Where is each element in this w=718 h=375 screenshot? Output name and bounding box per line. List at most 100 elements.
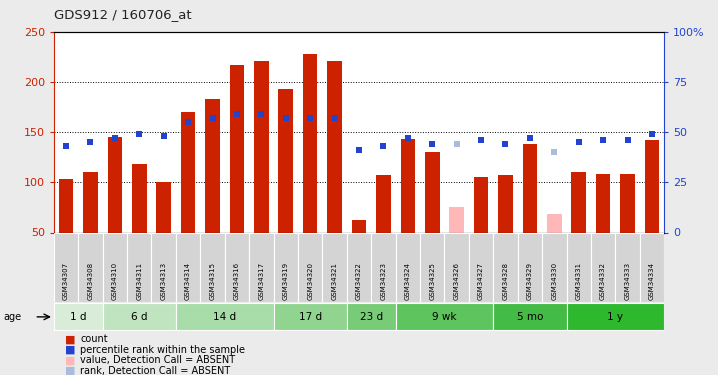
Bar [103,232,127,302]
Bar [254,61,269,232]
Bar [518,232,542,302]
Text: GSM34327: GSM34327 [478,262,484,300]
Text: GSM34331: GSM34331 [576,262,582,300]
Text: 9 wk: 9 wk [432,312,457,322]
Bar [567,303,664,330]
Bar [322,232,347,302]
Bar [371,232,396,302]
Text: GSM34314: GSM34314 [185,262,191,300]
Text: GSM34323: GSM34323 [381,262,386,300]
Bar [181,112,195,232]
Bar [176,232,200,302]
Bar [298,232,322,302]
Text: GSM34311: GSM34311 [136,262,142,300]
Bar [103,303,176,330]
Bar [376,176,391,232]
Text: GDS912 / 160706_at: GDS912 / 160706_at [54,8,192,21]
Text: ■: ■ [65,334,75,344]
Bar [327,61,342,232]
Text: GSM34328: GSM34328 [503,262,508,300]
Bar [615,232,640,302]
Bar [132,164,146,232]
Text: 1 y: 1 y [607,312,623,322]
Text: GSM34322: GSM34322 [356,262,362,300]
Text: count: count [80,334,108,344]
Text: value, Detection Call = ABSENT: value, Detection Call = ABSENT [80,356,236,365]
Bar [401,139,415,232]
Bar [200,232,225,302]
Text: 23 d: 23 d [360,312,383,322]
Text: GSM34326: GSM34326 [454,262,460,300]
Bar [420,232,444,302]
Bar [469,232,493,302]
Bar [396,303,493,330]
Bar [249,232,274,302]
Bar [620,174,635,232]
Text: GSM34310: GSM34310 [112,262,118,300]
Bar [59,179,73,232]
Bar [645,140,659,232]
Bar [347,232,371,302]
Bar [542,232,567,302]
Text: GSM34321: GSM34321 [332,262,337,300]
Text: ■: ■ [65,345,75,355]
Text: GSM34317: GSM34317 [258,262,264,300]
Text: GSM34308: GSM34308 [88,262,93,300]
Bar [303,54,317,232]
Bar [567,232,591,302]
Text: rank, Detection Call = ABSENT: rank, Detection Call = ABSENT [80,366,230,375]
Bar [78,232,103,302]
Bar [225,232,249,302]
Bar [157,182,171,232]
Text: GSM34307: GSM34307 [63,262,69,300]
Text: 5 mo: 5 mo [517,312,543,322]
Text: GSM34329: GSM34329 [527,262,533,300]
Bar [230,65,244,232]
Bar [274,232,298,302]
Bar [474,177,488,232]
Bar [347,303,396,330]
Text: percentile rank within the sample: percentile rank within the sample [80,345,246,355]
Text: GSM34313: GSM34313 [161,262,167,300]
Bar [493,232,518,302]
Text: GSM34325: GSM34325 [429,262,435,300]
Text: GSM34319: GSM34319 [283,262,289,300]
Bar [352,220,366,232]
Bar [108,137,122,232]
Text: 1 d: 1 d [70,312,86,322]
Text: ■: ■ [65,356,75,365]
Text: 6 d: 6 d [131,312,147,322]
Bar [425,152,439,232]
Bar [596,174,610,232]
Bar [591,232,615,302]
Text: age: age [4,312,22,322]
Bar [449,207,464,232]
Bar [572,172,586,232]
Text: 17 d: 17 d [299,312,322,322]
Bar [54,303,103,330]
Bar [547,214,561,232]
Text: GSM34315: GSM34315 [210,262,215,300]
Text: GSM34332: GSM34332 [600,262,606,300]
Bar [640,232,664,302]
Text: GSM34330: GSM34330 [551,262,557,300]
Bar [54,232,78,302]
Bar [274,303,347,330]
Bar [444,232,469,302]
Bar [127,232,151,302]
Text: GSM34333: GSM34333 [625,262,630,300]
Bar [493,303,567,330]
Bar [279,89,293,232]
Text: GSM34324: GSM34324 [405,262,411,300]
Bar [396,232,420,302]
Bar [523,144,537,232]
Bar [83,172,98,232]
Bar [176,303,274,330]
Bar [498,176,513,232]
Text: GSM34334: GSM34334 [649,262,655,300]
Text: 14 d: 14 d [213,312,236,322]
Text: ■: ■ [65,366,75,375]
Text: GSM34320: GSM34320 [307,262,313,300]
Text: GSM34316: GSM34316 [234,262,240,300]
Bar [205,99,220,232]
